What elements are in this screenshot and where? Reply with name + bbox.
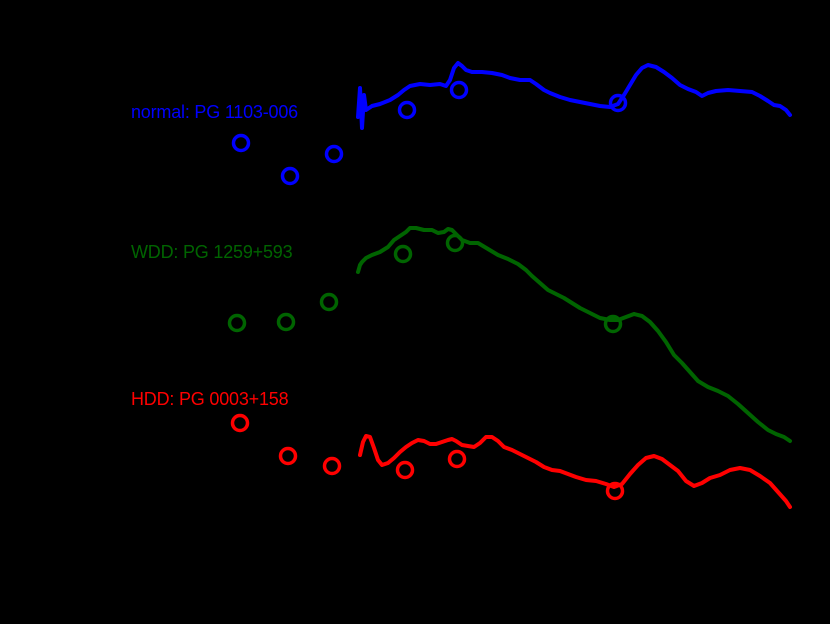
series-label-normal: normal: PG 1103-006	[131, 102, 298, 122]
series-wdd	[227, 226, 792, 443]
photometry-marker	[231, 133, 251, 153]
series-label-hdd: HDD: PG 0003+158	[131, 389, 289, 409]
photometry-marker	[395, 460, 415, 480]
photometry-marker	[603, 314, 623, 334]
photometry-marker	[447, 449, 467, 469]
series-label-wdd: WDD: PG 1259+593	[131, 242, 293, 262]
photometry-marker	[445, 233, 465, 253]
series-normal	[231, 61, 792, 186]
spectrum-line	[358, 434, 792, 509]
series-layer	[227, 61, 792, 509]
photometry-marker	[227, 313, 247, 333]
photometry-marker	[449, 80, 469, 100]
photometry-marker	[324, 144, 344, 164]
photometry-marker	[280, 166, 300, 186]
photometry-marker	[605, 481, 625, 501]
series-hdd	[230, 413, 792, 509]
photometry-marker	[608, 93, 628, 113]
photometry-marker	[276, 312, 296, 332]
photometry-marker	[319, 292, 339, 312]
photometry-marker	[230, 413, 250, 433]
photometry-marker	[397, 100, 417, 120]
spectrum-line	[356, 61, 792, 130]
photometry-marker	[278, 446, 298, 466]
photometry-marker	[322, 456, 342, 476]
photometry-marker	[393, 244, 413, 264]
spectrum-line	[356, 226, 792, 443]
